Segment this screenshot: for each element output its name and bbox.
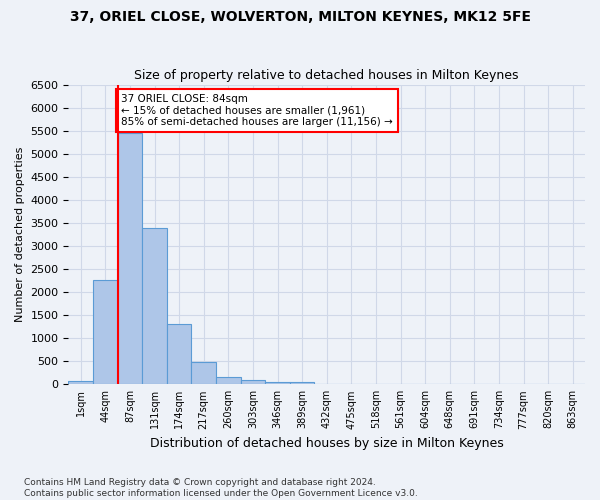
Title: Size of property relative to detached houses in Milton Keynes: Size of property relative to detached ho… (134, 69, 519, 82)
Bar (118, 133, 142, 384)
Bar (290, 382, 314, 384)
Y-axis label: Number of detached properties: Number of detached properties (15, 146, 25, 322)
Bar (142, 228, 167, 384)
Text: 37, ORIEL CLOSE, WOLVERTON, MILTON KEYNES, MK12 5FE: 37, ORIEL CLOSE, WOLVERTON, MILTON KEYNE… (70, 10, 530, 24)
Bar (93, 280, 118, 384)
Text: 37 ORIEL CLOSE: 84sqm
← 15% of detached houses are smaller (1,961)
85% of semi-d: 37 ORIEL CLOSE: 84sqm ← 15% of detached … (121, 94, 393, 127)
X-axis label: Distribution of detached houses by size in Milton Keynes: Distribution of detached houses by size … (150, 437, 503, 450)
Bar (167, 324, 191, 384)
Bar (191, 362, 216, 384)
Bar (265, 382, 290, 384)
Bar (68, 381, 93, 384)
Bar (241, 380, 265, 384)
Text: Contains HM Land Registry data © Crown copyright and database right 2024.
Contai: Contains HM Land Registry data © Crown c… (24, 478, 418, 498)
Bar (216, 376, 241, 384)
